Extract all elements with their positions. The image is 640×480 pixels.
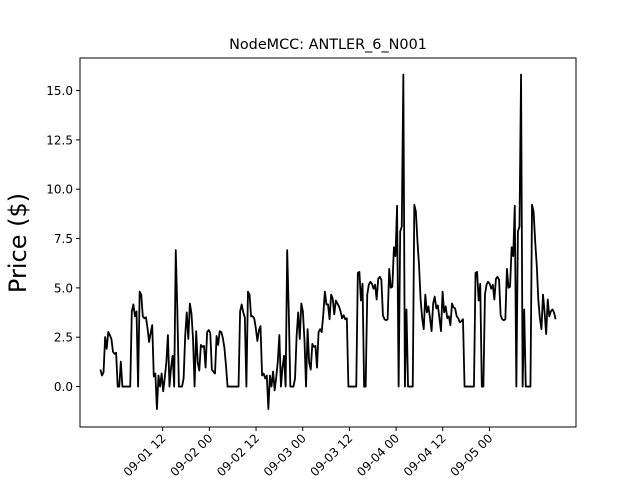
y-tick-label: 10.0 bbox=[46, 183, 73, 197]
x-tick-label: 09-03 12 bbox=[307, 431, 355, 479]
y-axis-label: Price ($) bbox=[4, 193, 32, 293]
x-tick-label: 09-04 12 bbox=[401, 431, 449, 479]
plot-area bbox=[99, 73, 557, 410]
x-tick-label: 09-01 12 bbox=[121, 431, 169, 479]
plot-frame bbox=[79, 57, 577, 428]
y-tick-label: 0.0 bbox=[54, 380, 73, 394]
y-tick-label: 2.5 bbox=[54, 331, 73, 345]
x-tick-label: 09-02 00 bbox=[167, 431, 215, 479]
x-tick-label: 09-02 12 bbox=[214, 431, 262, 479]
x-tick-label: 09-04 00 bbox=[354, 431, 402, 479]
y-tick-label: 12.5 bbox=[46, 133, 73, 147]
x-tick-label: 09-05 00 bbox=[448, 431, 496, 479]
x-tick-label: 09-03 00 bbox=[261, 431, 309, 479]
price-line bbox=[99, 73, 557, 410]
chart-title: NodeMCC: ANTLER_6_N001 bbox=[229, 37, 427, 53]
y-tick-label: 5.0 bbox=[54, 281, 73, 295]
y-axis: 0.0 2.5 5.0 7.5 10.0 12.5 15.0 bbox=[46, 84, 80, 394]
y-tick-label: 15.0 bbox=[46, 84, 73, 98]
y-tick-label: 7.5 bbox=[54, 232, 73, 246]
